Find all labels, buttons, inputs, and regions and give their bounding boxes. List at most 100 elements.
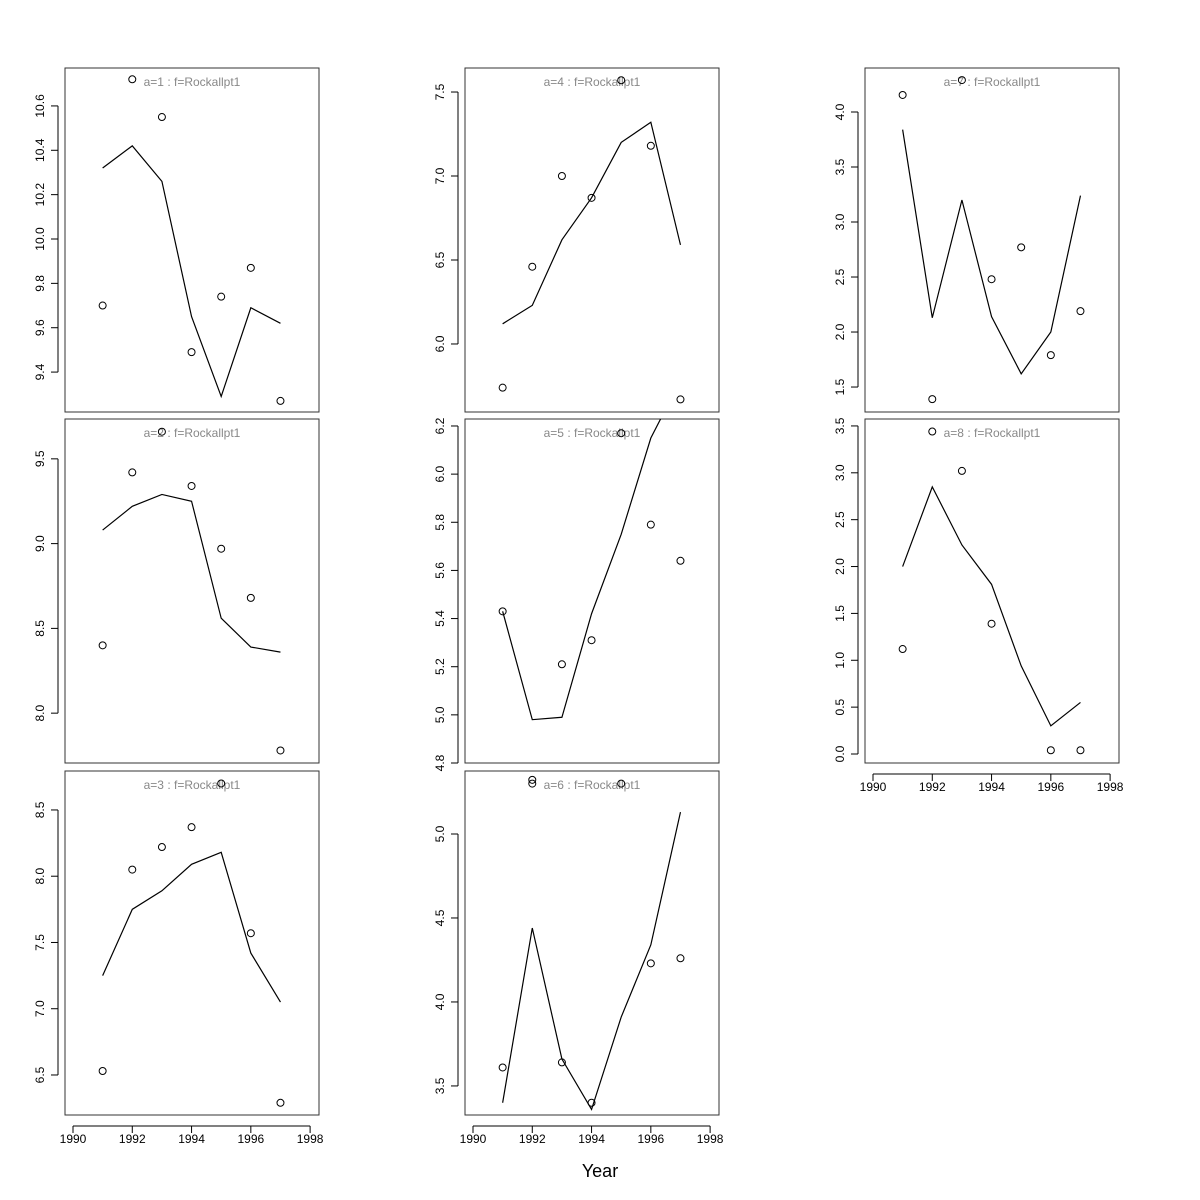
y-tick-label: 7.5 [33,934,47,951]
x-tick-label: 1998 [697,1132,724,1146]
data-point [1046,746,1055,755]
data-point [246,593,255,602]
data-point [587,636,596,645]
data-point [957,466,966,475]
data-point [498,607,507,616]
y-tick-label: 6.5 [433,251,447,268]
data-point [217,779,226,788]
data-point [187,348,196,357]
fitted-line [502,419,662,721]
data-point [646,520,655,529]
panel-title: a=5 : f=Rockallpt1 [544,426,641,440]
data-point [957,76,966,85]
panel-title: a=6 : f=Rockallpt1 [544,778,641,792]
panel-frame [864,67,1120,413]
panel-title: a=8 : f=Rockallpt1 [944,426,1041,440]
panel: a=6 : f=Rockallpt1 3.5 4.0 4.5 5.0 1990 1992 19… [433,770,724,1146]
y-tick-label: 5.8 [433,514,447,531]
data-point [617,76,626,85]
x-tick-label: 1992 [919,780,946,794]
y-tick-label: 4.0 [833,103,847,120]
x-axis-label: Year [582,1161,618,1181]
data-point [528,779,537,788]
panel-frame [464,770,720,1116]
data-point [128,468,137,477]
fitted-line [502,121,682,325]
data-point [498,1063,507,1072]
x-tick-label: 1998 [297,1132,324,1146]
y-tick-label: 9.8 [33,275,47,292]
y-tick-label: 3.5 [833,158,847,175]
y-tick-label: 10.0 [33,227,47,251]
y-tick-label: 4.5 [433,909,447,926]
panel-frame [64,418,320,764]
y-tick-label: 6.0 [433,465,447,482]
y-tick-label: 5.0 [433,825,447,842]
x-tick-label: 1990 [60,1132,87,1146]
data-point [646,141,655,150]
data-point [528,775,537,784]
data-point [187,481,196,490]
data-point [557,660,566,669]
x-tick-label: 1992 [119,1132,146,1146]
y-tick-label: 7.0 [433,167,447,184]
fitted-line [102,851,281,1003]
data-point [187,823,196,832]
x-tick-label: 1992 [519,1132,546,1146]
y-tick-label: 1.5 [833,605,847,622]
y-tick-label: 10.2 [33,183,47,207]
data-point [98,641,107,650]
y-tick-label: 10.6 [33,94,47,118]
data-point [98,301,107,310]
panel-title: a=1 : f=Rockallpt1 [144,75,241,89]
panel: a=2 : f=Rockallpt1 8.0 8.5 9.0 9.5 [33,418,320,764]
fitted-line [902,129,1082,375]
y-tick-label: 7.5 [433,83,447,100]
y-tick-label: 0.5 [833,698,847,715]
data-point [276,1098,285,1107]
y-tick-label: 6.0 [433,335,447,352]
panel: a=8 : f=Rockallpt1 0.0 0.5 1.0 1.5 2.0 2.5 3.0 3… [833,417,1124,794]
y-tick-label: 4.0 [433,993,447,1010]
y-tick-label: 9.5 [33,450,47,467]
y-tick-label: 5.2 [433,658,447,675]
data-point [128,865,137,874]
x-tick-label: 1996 [237,1132,264,1146]
data-point [557,172,566,181]
y-tick-label: 3.5 [833,417,847,434]
data-point [1076,746,1085,755]
y-tick-label: 6.5 [33,1066,47,1083]
y-tick-label: 3.0 [833,464,847,481]
fitted-line [502,812,682,1111]
y-tick-label: 1.5 [833,378,847,395]
y-tick-label: 3.0 [833,213,847,230]
panel-frame [464,67,720,413]
data-point [676,556,685,565]
data-point [246,929,255,938]
data-point [157,427,166,436]
x-tick-label: 1994 [178,1132,205,1146]
data-point [498,383,507,392]
panel-frame [64,67,320,413]
y-tick-label: 9.6 [33,319,47,336]
panel-frame [464,418,720,764]
y-tick-label: 10.4 [33,138,47,162]
fitted-line [102,145,281,399]
y-tick-label: 0.0 [833,745,847,762]
data-point [217,544,226,553]
y-tick-label: 4.8 [433,754,447,771]
x-tick-label: 1994 [978,780,1005,794]
data-point [676,395,685,404]
y-tick-label: 6.2 [433,417,447,434]
x-tick-label: 1990 [460,1132,487,1146]
data-point [217,292,226,301]
y-tick-label: 3.5 [433,1077,447,1094]
fitted-line [102,493,281,653]
panel-title: a=4 : f=Rockallpt1 [544,75,641,89]
y-tick-label: 9.4 [33,363,47,380]
data-point [676,954,685,963]
data-point [98,1067,107,1076]
y-tick-label: 2.5 [833,268,847,285]
y-tick-label: 1.0 [833,652,847,669]
